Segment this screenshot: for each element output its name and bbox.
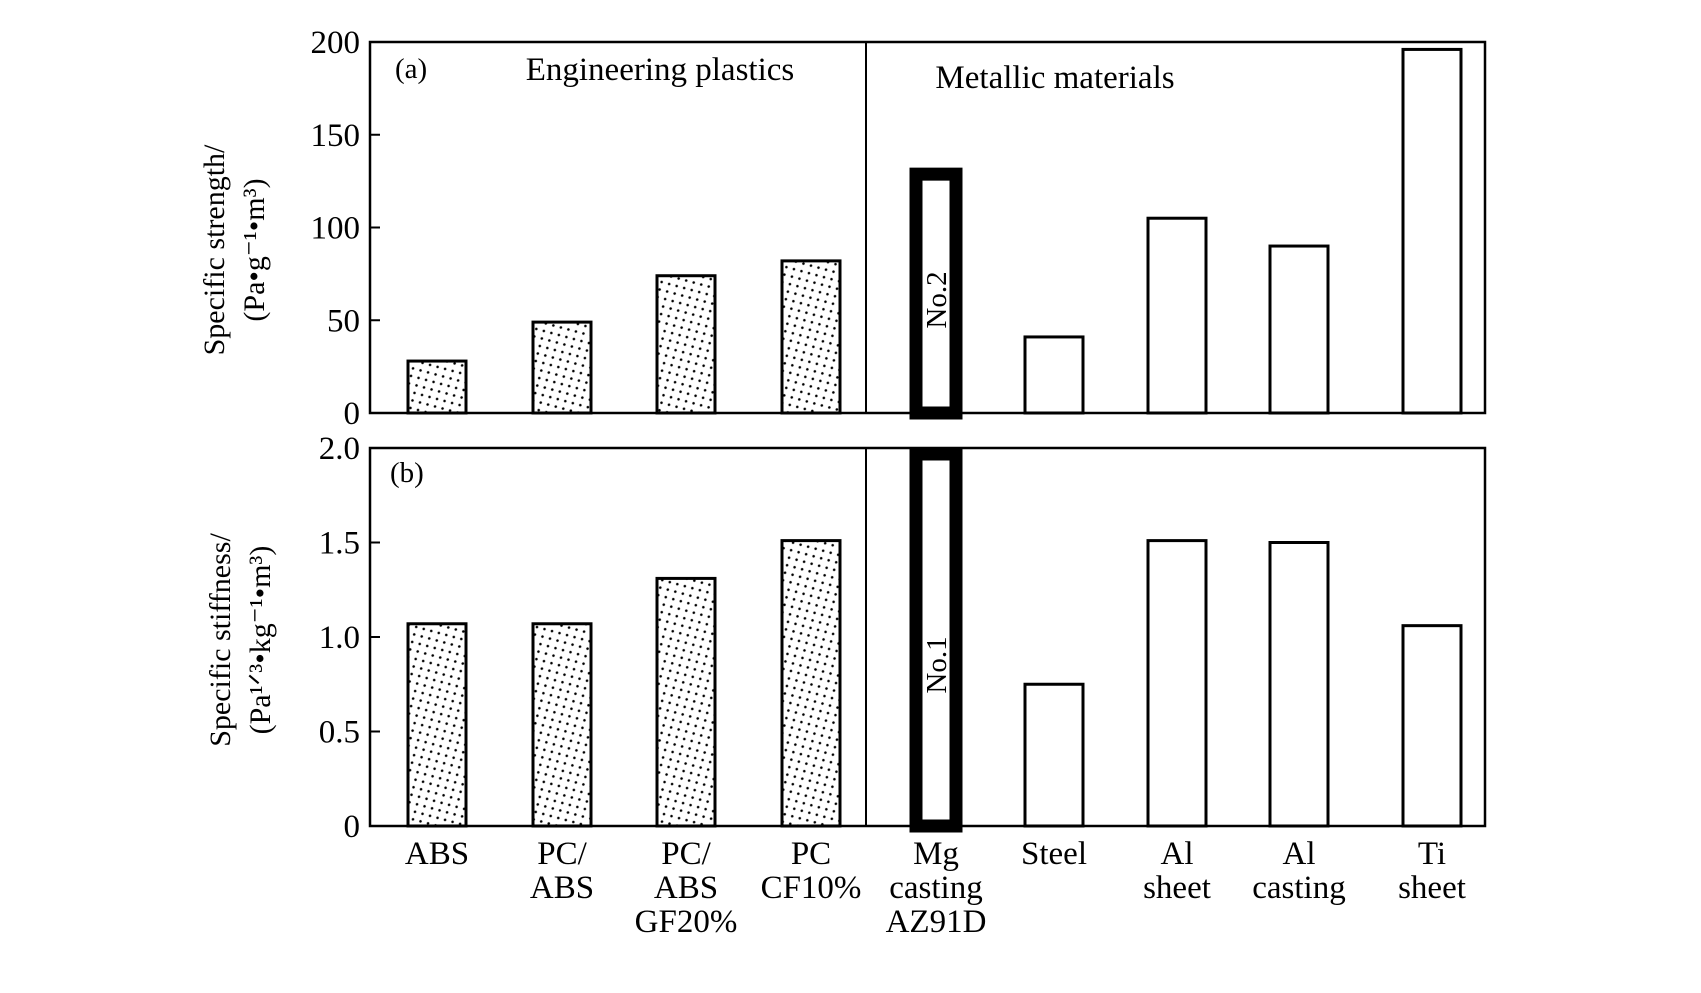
y-tick-label-a: 150 bbox=[311, 118, 361, 154]
x-tick-label: Al bbox=[1283, 836, 1316, 872]
y-tick-label-a: 0 bbox=[344, 396, 361, 432]
x-tick-label: Al bbox=[1161, 836, 1194, 872]
x-tick-label: Ti bbox=[1418, 836, 1446, 872]
panel-b-marks: 0 0.5 1.0 1.5 2.0 No.1 bbox=[319, 431, 1487, 845]
x-tick-label: sheet bbox=[1398, 870, 1466, 906]
bar-a bbox=[1023, 335, 1085, 415]
y-tick-label-a: 50 bbox=[327, 303, 360, 339]
panel-a-marks: 0 50 100 150 200 No.2 bbox=[311, 25, 1487, 432]
bar-annotation-a: No.2 bbox=[921, 271, 953, 328]
y-axis-label-a-line1: Specific strength/ bbox=[198, 144, 231, 355]
x-tick-label: ABS bbox=[530, 870, 594, 906]
bar-b bbox=[1023, 682, 1085, 828]
group-label-plastics: Engineering plastics bbox=[526, 52, 795, 88]
x-tick-label: PC/ bbox=[661, 836, 711, 872]
panel-a-label: (a) bbox=[395, 53, 427, 85]
bar-a bbox=[1401, 47, 1463, 415]
x-tick-label: sheet bbox=[1143, 870, 1211, 906]
x-tick-label: PC/ bbox=[537, 836, 587, 872]
bar-a bbox=[780, 259, 842, 415]
bar-b bbox=[1146, 539, 1208, 828]
x-tick-label: casting bbox=[1252, 870, 1345, 906]
y-axis-label-b-line1: Specific stiffness/ bbox=[204, 533, 237, 747]
x-tick-label: AZ91D bbox=[886, 904, 987, 940]
x-tick-label: Steel bbox=[1021, 836, 1087, 872]
y-tick-label-b: 1.0 bbox=[319, 620, 360, 656]
bar-a bbox=[406, 359, 468, 415]
group-label-metals: Metallic materials bbox=[935, 60, 1174, 96]
x-tick-label: GF20% bbox=[635, 904, 738, 940]
y-axis-label-a-line2: (Pa•g⁻¹•m³) bbox=[238, 178, 271, 321]
bar-a bbox=[531, 320, 593, 415]
x-tick-label: casting bbox=[889, 870, 982, 906]
y-tick-label-a: 200 bbox=[311, 25, 361, 61]
panel-a: (a) Engineering plastics Metallic materi… bbox=[198, 52, 1175, 355]
bar-b bbox=[406, 622, 468, 828]
panel-b-label: (b) bbox=[390, 457, 424, 489]
y-tick-label-b: 1.5 bbox=[319, 526, 360, 562]
y-tick-label-a: 100 bbox=[311, 211, 361, 247]
x-tick-label: Mg bbox=[913, 836, 959, 872]
y-axis-label-b-line2: (Pa¹ᐟ³•kg⁻¹•m³) bbox=[244, 546, 277, 735]
bar-b bbox=[909, 447, 963, 833]
bar-a bbox=[1146, 216, 1208, 415]
bar-b bbox=[531, 622, 593, 828]
x-axis-tick-labels: ABS PC/ABSPC/ABSGF20%PCCF10%MgcastingAZ91… bbox=[405, 836, 1466, 940]
bar-a bbox=[1268, 244, 1330, 415]
x-tick-label: ABS bbox=[405, 836, 469, 872]
bar-b bbox=[655, 576, 717, 828]
y-tick-label-b: 0 bbox=[344, 809, 361, 845]
panel-b: (b) Specific stiffness/ (Pa¹ᐟ³•kg⁻¹•m³) bbox=[204, 457, 424, 747]
bar-b bbox=[780, 539, 842, 828]
y-tick-label-b: 2.0 bbox=[319, 431, 360, 467]
x-tick-label: CF10% bbox=[761, 870, 862, 906]
bar-b bbox=[1268, 541, 1330, 828]
y-tick-label-b: 0.5 bbox=[319, 715, 360, 751]
x-tick-label: ABS bbox=[654, 870, 718, 906]
bar-annotation-b: No.1 bbox=[921, 636, 953, 693]
bar-b bbox=[1401, 624, 1463, 828]
bar-a bbox=[909, 167, 963, 420]
x-tick-label: PC bbox=[791, 836, 831, 872]
bar-a bbox=[655, 274, 717, 415]
